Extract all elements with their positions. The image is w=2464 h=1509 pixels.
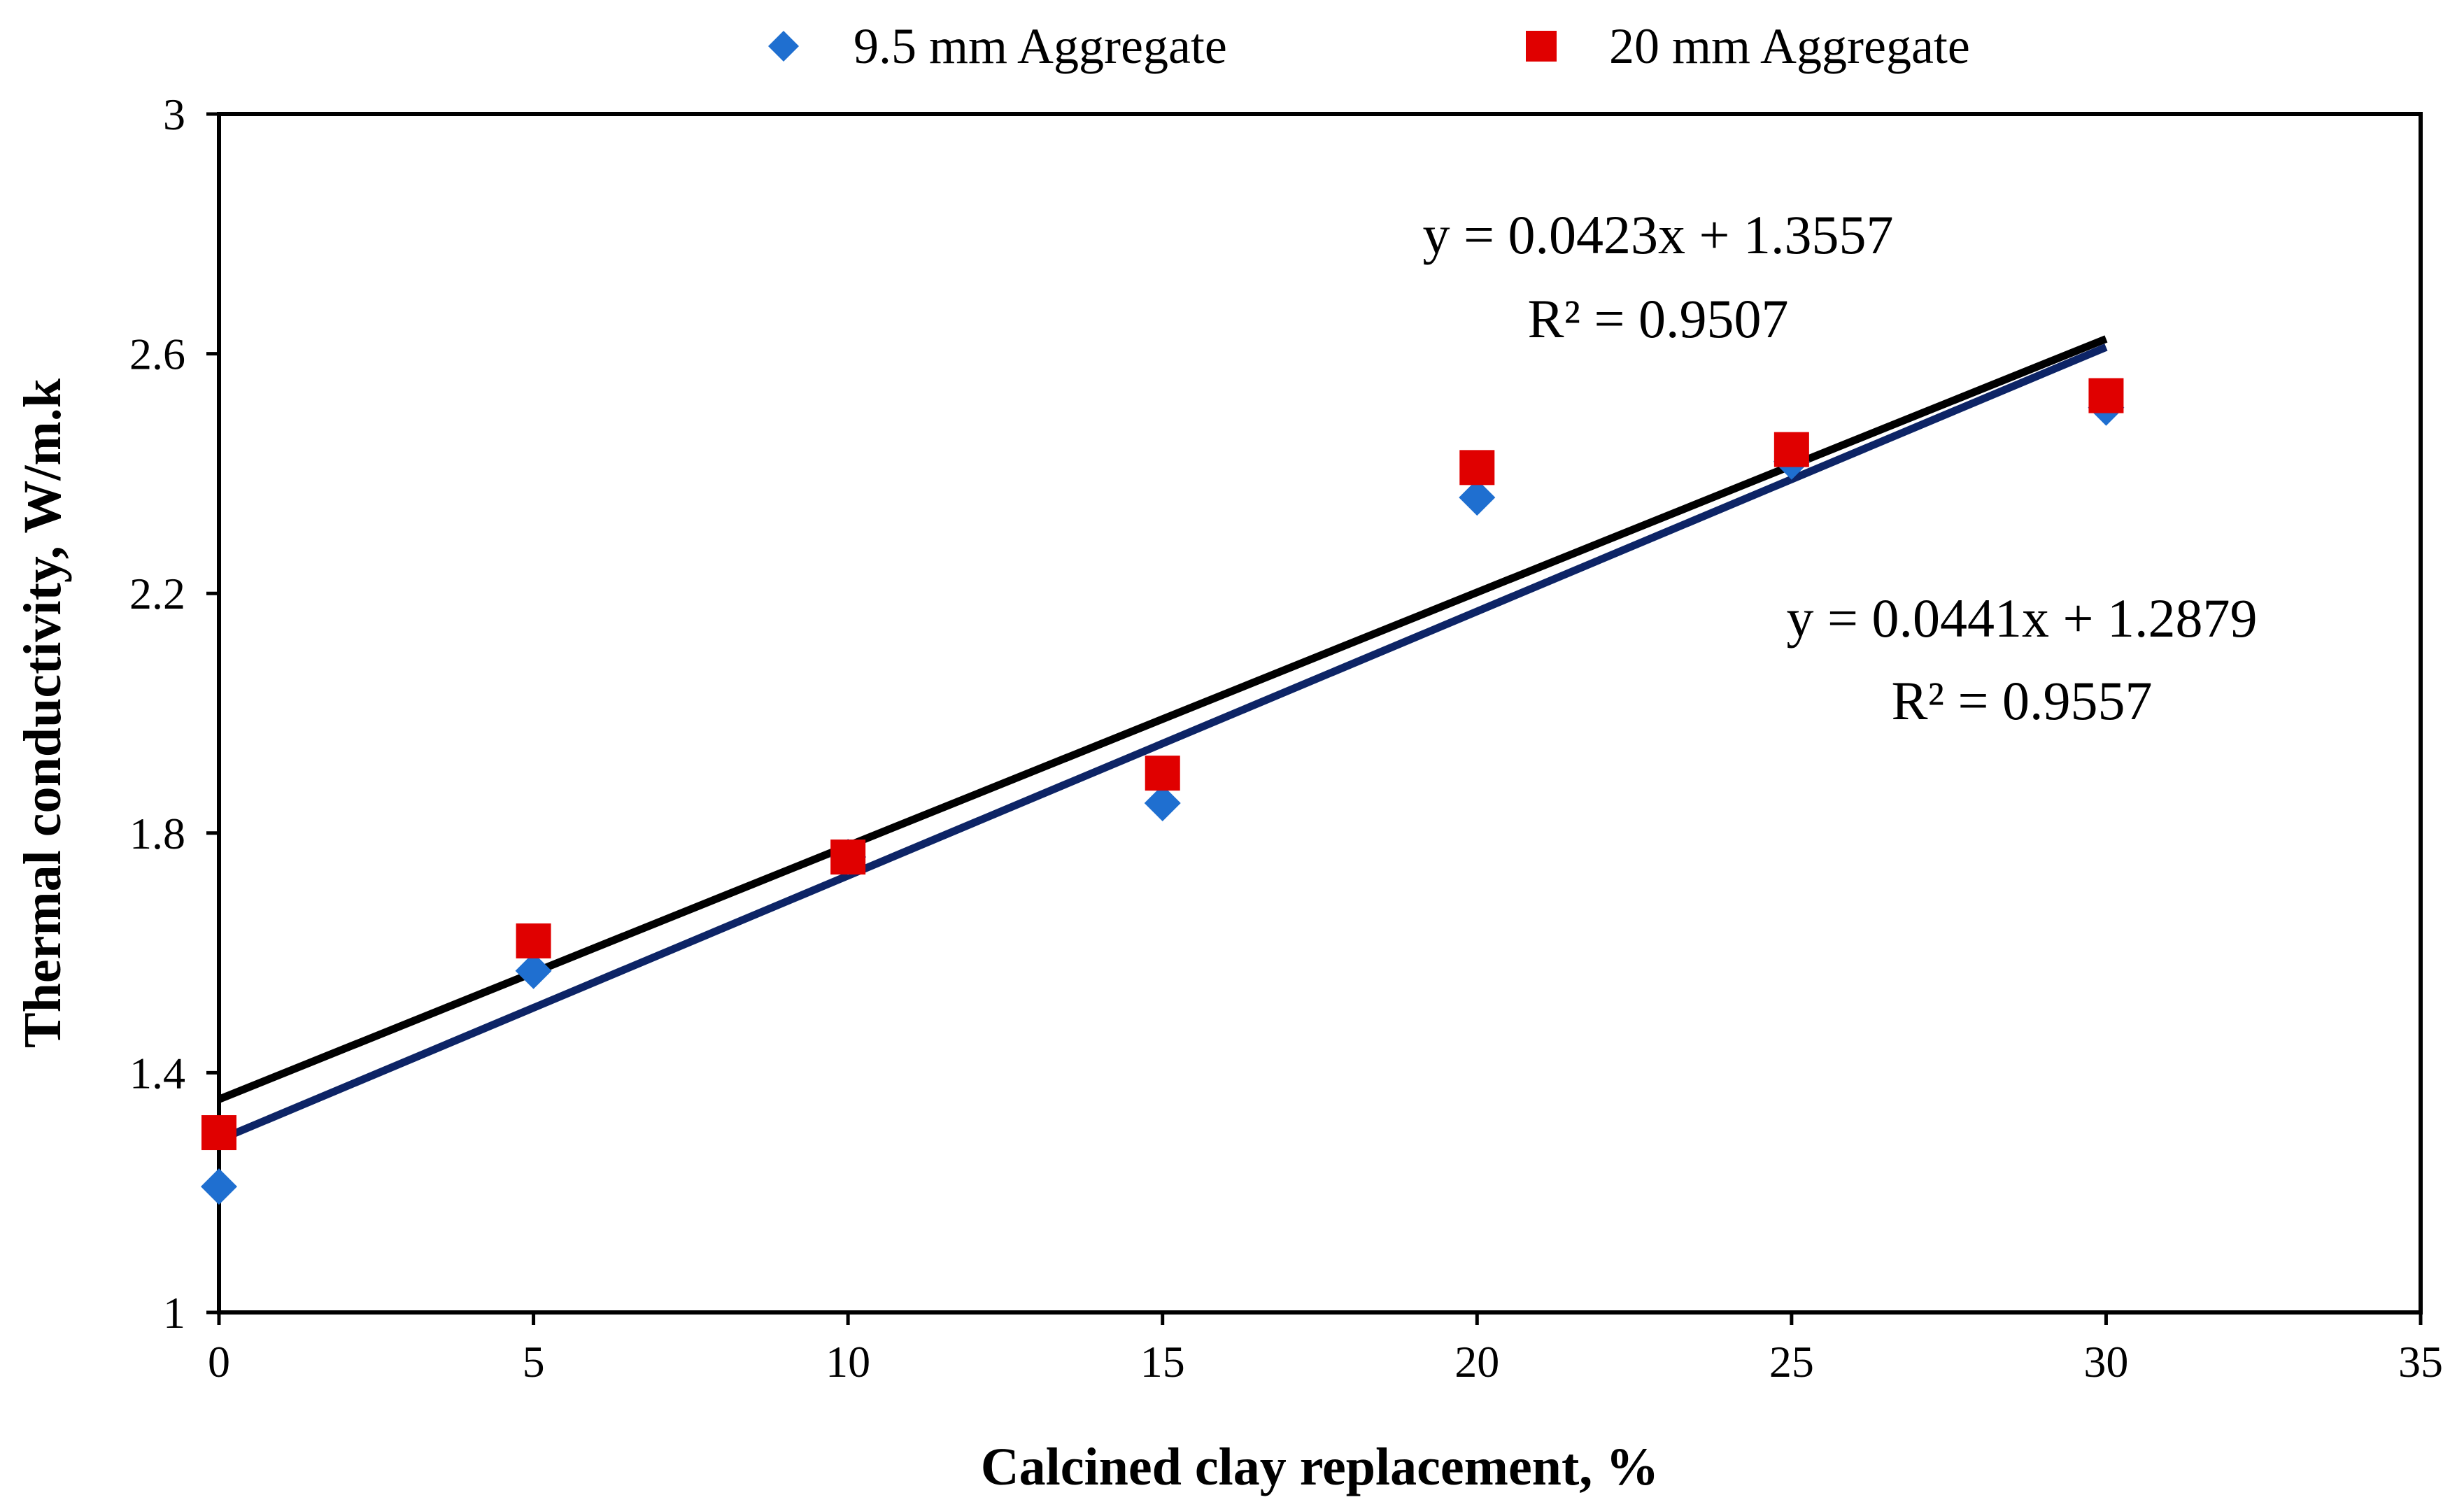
y-tick-label: 1.8: [129, 809, 185, 858]
data-point-20mm: [2088, 378, 2124, 413]
x-tick-label: 25: [1769, 1337, 1814, 1387]
data-point-20mm: [1773, 432, 1809, 467]
data-point-9-5mm: [201, 1168, 237, 1205]
data-point-20mm: [201, 1115, 236, 1151]
legend-label-20mm: 20 mm Aggregate: [1609, 18, 1970, 74]
x-axis-title: Calcined clay replacement, %: [981, 1438, 1659, 1496]
y-tick-label: 1.4: [129, 1048, 185, 1098]
data-point-20mm: [1145, 756, 1180, 791]
data-point-20mm: [1459, 450, 1495, 486]
y-tick-label: 3: [163, 90, 185, 139]
trendline-r2-9-5mm: R² = 0.9557: [1892, 670, 2153, 731]
y-tick-label: 2.6: [129, 330, 185, 379]
trendline-equation-20mm: y = 0.0423x + 1.3557: [1423, 204, 1894, 265]
data-point-9-5mm: [515, 952, 552, 989]
data-point-9-5mm: [1459, 479, 1496, 516]
data-point-9-5mm: [1144, 784, 1181, 821]
legend-label-9-5mm: 9.5 mm Aggregate: [854, 18, 1227, 74]
data-point-20mm: [830, 839, 866, 875]
plot-area: [201, 112, 2423, 1325]
x-tick-label: 35: [2398, 1337, 2443, 1387]
y-tick-label: 2.2: [129, 569, 185, 618]
trendline-r2-20mm: R² = 0.9507: [1528, 288, 1789, 349]
x-tick-label: 10: [826, 1337, 870, 1387]
x-tick-label: 15: [1140, 1337, 1185, 1387]
legend: 9.5 mm Aggregate 20 mm Aggregate: [768, 18, 1970, 74]
legend-marker-9-5mm: [768, 31, 799, 62]
trendline-equation-9-5mm: y = 0.0441x + 1.2879: [1787, 588, 2258, 649]
x-tick-label: 5: [523, 1337, 545, 1387]
x-tick-label: 30: [2083, 1337, 2128, 1387]
x-tick-label: 20: [1454, 1337, 1499, 1387]
chart-text: 0 5 10 15 20 25 30 35 1 1.4 1.8 2.2 2.6 3 Calcined cla…: [13, 90, 2443, 1496]
x-tick-label: 0: [208, 1337, 230, 1387]
plot-frame: [217, 112, 2423, 1315]
y-tick-label: 1: [163, 1288, 185, 1338]
data-point-20mm: [516, 923, 551, 958]
y-axis-title: Thermal conductivity, W/m.k: [13, 378, 72, 1048]
legend-marker-20mm: [1526, 31, 1557, 62]
